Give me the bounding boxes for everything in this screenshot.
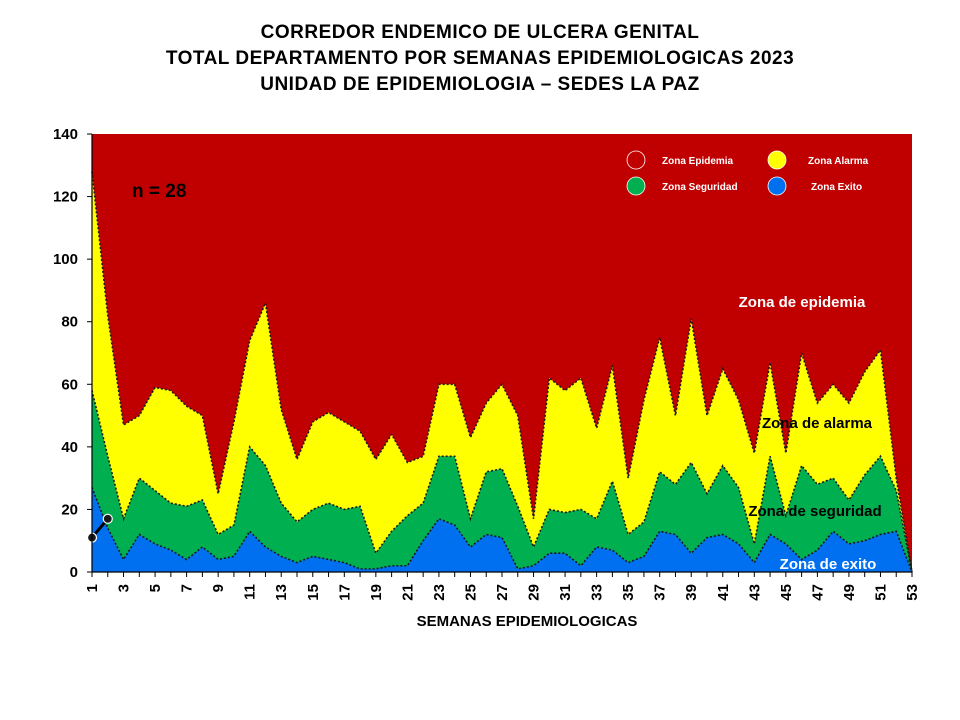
- chart-title-line-3: UNIDAD DE EPIDEMIOLOGIA – SEDES LA PAZ: [260, 74, 700, 95]
- y-tick-label: 0: [70, 564, 78, 581]
- chart-title-line-2: TOTAL DEPARTAMENTO POR SEMANAS EPIDEMIOL…: [165, 48, 795, 69]
- zone-label-exito: Zona de exito: [780, 556, 877, 573]
- x-tick-label: 3: [116, 584, 133, 592]
- y-tick-label: 60: [61, 376, 78, 393]
- x-tick-label: 47: [809, 584, 826, 601]
- x-tick-label: 11: [242, 584, 259, 600]
- x-tick-label: 7: [179, 584, 196, 592]
- y-tick-label: 80: [61, 314, 78, 331]
- x-tick-label: 17: [336, 584, 353, 601]
- sample-size-annotation: n = 28: [132, 181, 186, 202]
- legend-label-zona-exito: Zona Exito: [811, 182, 862, 193]
- x-tick-label: 35: [620, 584, 637, 601]
- legend-label-zona-epidemia: Zona Epidemia: [662, 156, 734, 167]
- y-tick-label: 100: [53, 251, 78, 268]
- y-tick-label: 120: [53, 189, 78, 206]
- x-tick-label: 41: [715, 584, 732, 601]
- zona-exito-area: [92, 487, 912, 572]
- x-tick-label: 13: [273, 584, 290, 601]
- zone-label-epidemia: Zona de epidemia: [739, 294, 866, 311]
- y-tick-label: 140: [53, 126, 78, 143]
- x-tick-label: 31: [557, 584, 574, 601]
- x-tick-label: 37: [652, 584, 669, 601]
- legend-label-zona-seguridad: Zona Seguridad: [662, 182, 738, 193]
- x-tick-label: 29: [526, 584, 543, 601]
- zona-alarma-area: [92, 171, 912, 573]
- x-tick-label: 19: [368, 584, 385, 601]
- x-tick-label: 15: [305, 584, 322, 601]
- zona-alarma-line: [91, 171, 913, 573]
- zona-exito-line: [91, 487, 913, 573]
- legend-marker-zona-epidemia: [626, 150, 646, 170]
- zona-seguridad-line: [91, 390, 913, 573]
- zone-label-seguridad: Zona de seguridad: [748, 503, 881, 520]
- legend-marker-zona-seguridad: [626, 176, 646, 196]
- zona-seguridad-area: [92, 390, 912, 572]
- x-tick-label: 49: [841, 584, 858, 601]
- x-tick-label: 25: [462, 584, 479, 601]
- current-cases-point: [102, 513, 113, 524]
- zone-label-alarma: Zona de alarma: [762, 415, 873, 432]
- chart-title-line-1: CORREDOR ENDEMICO DE ULCERA GENITAL: [260, 22, 700, 43]
- x-tick-label: 53: [904, 584, 921, 601]
- x-tick-label: 39: [683, 584, 700, 601]
- x-tick-label: 45: [778, 584, 795, 601]
- x-axis-label: SEMANAS EPIDEMIOLOGICAS: [417, 613, 638, 630]
- x-tick-label: 27: [494, 584, 511, 601]
- x-tick-label: 5: [147, 584, 164, 592]
- legend-marker-zona-alarma: [767, 150, 787, 170]
- legend: Zona Epidemia Zona Alarma Zona Seguridad Zo…: [626, 150, 869, 196]
- x-tick-label: 43: [746, 584, 763, 601]
- x-tick-label: 33: [589, 584, 606, 601]
- legend-label-zona-alarma: Zona Alarma: [808, 156, 869, 167]
- x-tick-label: 21: [399, 584, 416, 601]
- plot-area: [86, 134, 913, 573]
- y-tick-label: 20: [61, 501, 78, 518]
- x-tick-label: 51: [872, 584, 889, 601]
- x-tick-label: 9: [210, 584, 227, 592]
- x-tick-label: 1: [84, 584, 101, 592]
- x-tick-label: 23: [431, 584, 448, 601]
- legend-marker-zona-exito: [767, 176, 787, 196]
- y-tick-label: 40: [61, 439, 78, 456]
